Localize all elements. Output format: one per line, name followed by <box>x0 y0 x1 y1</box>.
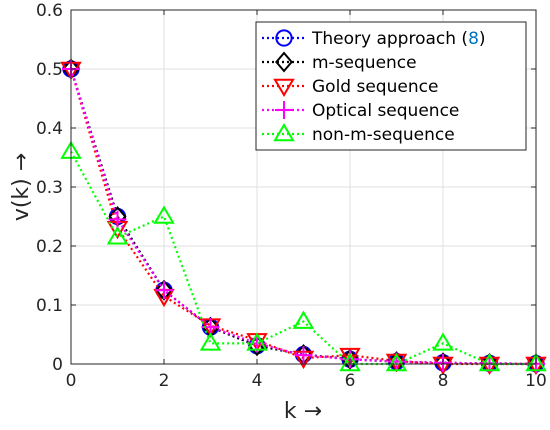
y-tick-label: 0.4 <box>36 119 63 139</box>
legend-marker <box>275 101 293 119</box>
data-point <box>525 353 547 372</box>
x-axis-label: k → <box>284 399 322 424</box>
data-point <box>339 353 361 372</box>
series-non-m-sequence <box>60 140 547 372</box>
data-point <box>199 332 222 351</box>
x-tick-label: 4 <box>252 371 263 391</box>
data-point <box>153 205 175 224</box>
data-point <box>106 226 129 245</box>
legend-label: non-m-sequence <box>312 125 455 145</box>
legend-marker <box>275 29 293 47</box>
x-tick-label: 0 <box>66 371 77 391</box>
legend-citation-ref[interactable]: 8 <box>468 29 479 49</box>
legend-marker <box>273 123 295 142</box>
data-point <box>385 353 408 372</box>
legend-label: m-sequence <box>312 53 417 73</box>
data-point <box>478 353 501 372</box>
legend-label: Theory approach (8) <box>311 29 486 49</box>
legend: Theory approach (8) m-sequence Gold sequen… <box>255 21 527 151</box>
y-tick-label: 0.5 <box>36 60 63 80</box>
data-point <box>155 281 173 300</box>
y-tick-label: 0.2 <box>36 237 63 257</box>
y-tick-label: 0.1 <box>36 296 63 316</box>
y-tick-label: 0 <box>52 355 63 375</box>
legend-entry: m-sequence <box>262 51 417 73</box>
data-point <box>294 346 313 365</box>
y-tick-label: 0.6 <box>36 1 63 21</box>
axis-ticks: 0 2 4 6 8 10 0 0.1 0.2 0.3 0.4 0.5 0.6 <box>36 1 547 391</box>
data-point <box>108 210 127 229</box>
legend-entry: non-m-sequence <box>262 123 455 145</box>
series-line <box>70 151 536 366</box>
legend-box <box>255 21 527 151</box>
legend-marker <box>275 51 293 73</box>
legend-label: Optical sequence <box>312 101 459 121</box>
x-tick-label: 2 <box>159 371 170 391</box>
legend-entry: Theory approach (8) <box>262 29 486 49</box>
y-tick-label: 0.3 <box>36 178 63 198</box>
x-tick-label: 10 <box>525 371 547 391</box>
y-axis-label: v(k) → <box>9 153 34 221</box>
x-tick-label: 8 <box>438 371 449 391</box>
data-point <box>432 332 454 351</box>
legend-marker <box>273 78 295 97</box>
data-point <box>246 332 268 351</box>
data-point <box>339 347 361 367</box>
data-point <box>292 310 315 329</box>
x-tick-label: 6 <box>345 371 356 391</box>
legend-entry: Optical sequence <box>262 101 459 121</box>
series-layer <box>60 58 547 375</box>
legend-label: Gold sequence <box>312 77 438 97</box>
legend-entry: Gold sequence <box>262 77 438 97</box>
